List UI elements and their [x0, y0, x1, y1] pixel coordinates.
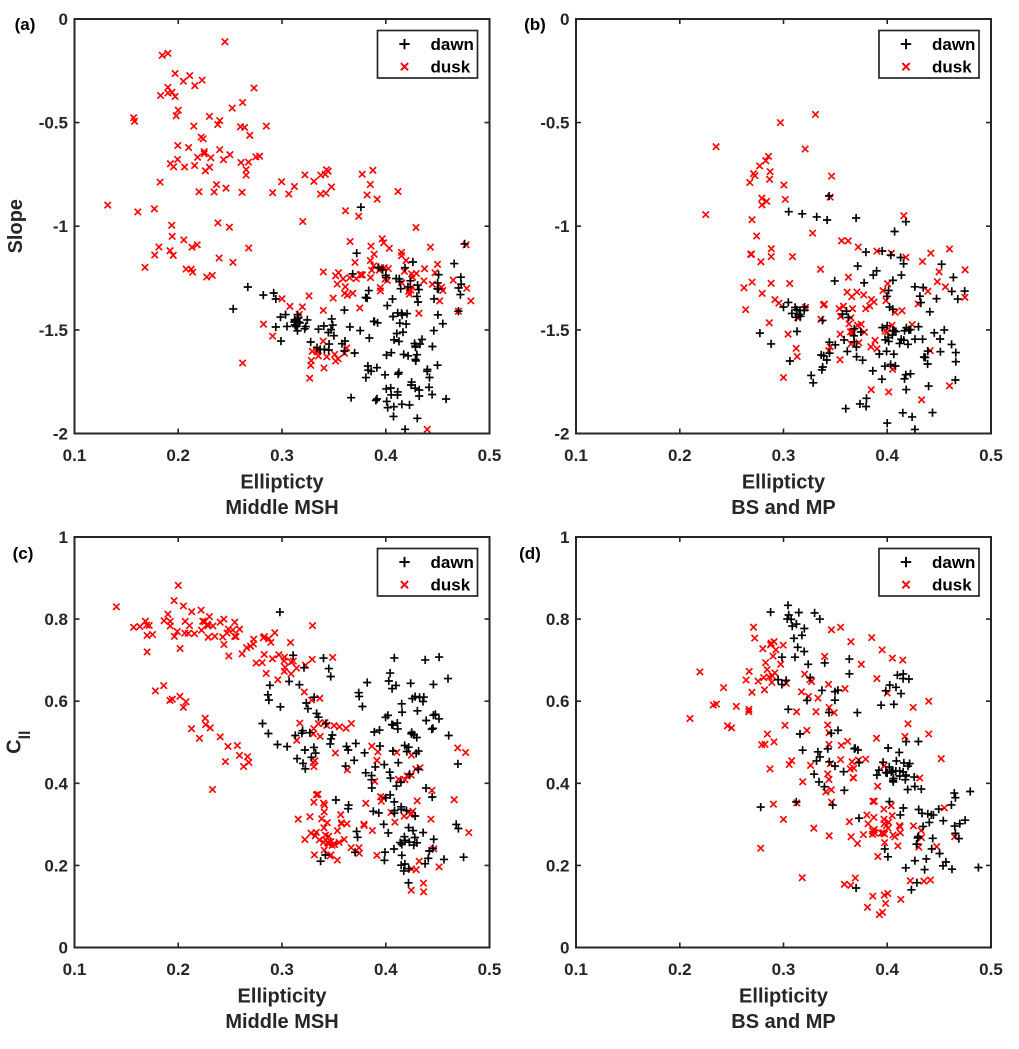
svg-text:-1: -1	[53, 217, 68, 236]
svg-text:0.3: 0.3	[270, 446, 294, 465]
svg-text:dawn: dawn	[431, 35, 474, 54]
svg-text:0.1: 0.1	[564, 960, 588, 979]
svg-text:Ellipticity: Ellipticity	[238, 986, 328, 1008]
svg-text:-0.5: -0.5	[540, 114, 569, 133]
svg-text:Ellipticty: Ellipticty	[240, 472, 324, 494]
svg-text:0: 0	[59, 10, 68, 29]
svg-text:dusk: dusk	[431, 58, 471, 77]
svg-text:BS and MP: BS and MP	[731, 1011, 835, 1033]
svg-text:0.3: 0.3	[772, 960, 796, 979]
svg-text:dawn: dawn	[431, 553, 474, 572]
svg-text:dusk: dusk	[932, 576, 972, 595]
svg-text:Ellipticity: Ellipticity	[739, 986, 829, 1008]
svg-text:-2: -2	[53, 425, 68, 444]
svg-text:0.5: 0.5	[979, 960, 1003, 979]
svg-text:0: 0	[560, 10, 569, 29]
svg-text:(b): (b)	[524, 15, 546, 34]
svg-text:(d): (d)	[519, 544, 541, 563]
svg-text:0.2: 0.2	[166, 446, 190, 465]
svg-text:-2: -2	[554, 425, 569, 444]
svg-text:0.8: 0.8	[546, 610, 570, 629]
svg-text:0.6: 0.6	[44, 692, 68, 711]
svg-text:0.2: 0.2	[668, 446, 692, 465]
svg-text:0.3: 0.3	[772, 446, 796, 465]
svg-text:BS and MP: BS and MP	[731, 497, 835, 519]
svg-text:-0.5: -0.5	[39, 114, 68, 133]
svg-text:0.6: 0.6	[546, 692, 570, 711]
svg-text:0.1: 0.1	[63, 960, 87, 979]
svg-text:dusk: dusk	[431, 576, 471, 595]
svg-text:0: 0	[560, 939, 569, 958]
svg-text:dawn: dawn	[932, 35, 975, 54]
svg-text:0.4: 0.4	[374, 960, 398, 979]
svg-text:0.2: 0.2	[44, 856, 68, 875]
svg-text:0.5: 0.5	[478, 446, 502, 465]
svg-text:(a): (a)	[15, 15, 36, 34]
svg-text:Middle MSH: Middle MSH	[225, 497, 338, 519]
svg-text:0.1: 0.1	[63, 446, 87, 465]
svg-text:0.4: 0.4	[546, 774, 570, 793]
svg-text:dusk: dusk	[932, 58, 972, 77]
svg-text:0.8: 0.8	[44, 610, 68, 629]
svg-text:-1: -1	[554, 217, 569, 236]
svg-text:0.4: 0.4	[875, 960, 899, 979]
svg-text:0.4: 0.4	[44, 774, 68, 793]
svg-text:0.5: 0.5	[478, 960, 502, 979]
svg-text:0: 0	[59, 939, 68, 958]
svg-text:0.3: 0.3	[270, 960, 294, 979]
svg-text:1: 1	[59, 528, 68, 547]
svg-text:0.2: 0.2	[166, 960, 190, 979]
svg-text:(c): (c)	[13, 544, 34, 563]
svg-text:1: 1	[560, 528, 569, 547]
svg-text:Middle MSH: Middle MSH	[225, 1011, 338, 1033]
svg-text:0.2: 0.2	[668, 960, 692, 979]
svg-text:dawn: dawn	[932, 553, 975, 572]
svg-text:0.4: 0.4	[374, 446, 398, 465]
svg-text:0.2: 0.2	[546, 856, 570, 875]
svg-text:Ellipticty: Ellipticty	[742, 472, 826, 494]
svg-text:Slope: Slope	[5, 199, 27, 253]
svg-text:-1.5: -1.5	[39, 321, 68, 340]
svg-text:0.1: 0.1	[564, 446, 588, 465]
svg-text:-1.5: -1.5	[540, 321, 569, 340]
svg-text:0.4: 0.4	[875, 446, 899, 465]
svg-text:0.5: 0.5	[979, 446, 1003, 465]
